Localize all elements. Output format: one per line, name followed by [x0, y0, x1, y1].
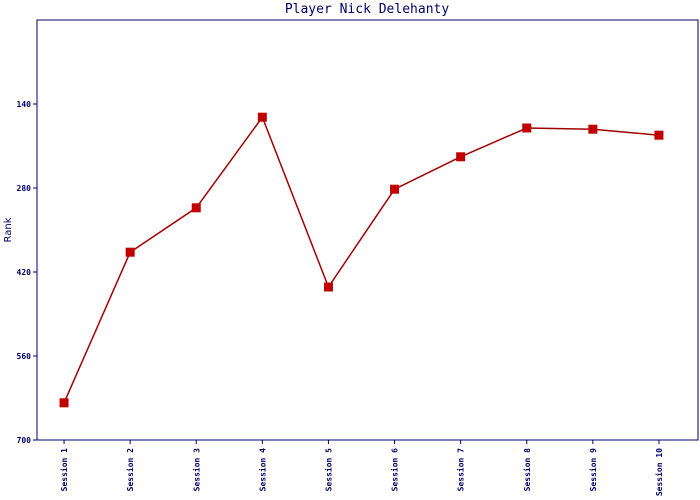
- y-axis-label: Rank: [3, 217, 14, 242]
- data-point: [390, 184, 400, 194]
- chart-title: Player Nick Delehanty: [285, 2, 450, 17]
- plot-frame: [36, 19, 699, 441]
- y-tick-label: 420: [17, 268, 32, 277]
- data-point: [323, 282, 333, 292]
- x-tick-label: Session 7: [456, 448, 466, 492]
- x-tick-label: Session 6: [390, 448, 400, 492]
- y-tick-label: 560: [17, 352, 32, 361]
- x-tick-label: Session 2: [125, 448, 135, 492]
- x-tick-label: Session 10: [654, 448, 664, 496]
- data-point: [191, 203, 201, 213]
- data-point: [588, 124, 598, 134]
- data-point: [522, 123, 532, 133]
- series-line: [63, 115, 660, 404]
- x-tick-label: Session 1: [59, 448, 69, 492]
- y-tick-label: 140: [17, 100, 32, 109]
- x-tick-label: Session 4: [257, 448, 267, 492]
- y-tick-label: 280: [17, 184, 32, 193]
- x-tick-label: Session 9: [588, 448, 598, 492]
- data-point: [654, 130, 664, 140]
- data-point: [456, 152, 466, 162]
- x-tick-label: Session 3: [191, 448, 201, 492]
- data-point: [257, 112, 267, 122]
- x-tick-label: Session 8: [522, 448, 532, 492]
- data-point: [125, 247, 135, 257]
- data-point: [59, 398, 69, 408]
- y-tick-label: 700: [17, 436, 32, 445]
- x-tick-label: Session 5: [323, 448, 333, 492]
